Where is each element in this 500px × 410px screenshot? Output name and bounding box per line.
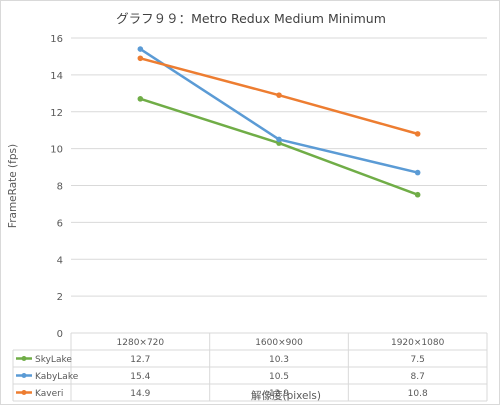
y-tick-label: 16 <box>50 34 63 45</box>
data-point <box>137 96 144 102</box>
y-tick-label: 12 <box>50 108 63 119</box>
table-cell: 8.7 <box>411 372 425 382</box>
table-cell: 10.8 <box>408 389 428 399</box>
y-tick-labels: 0 2 4 6 8 10 12 14 16 <box>50 34 63 340</box>
x-tick-label: 1600×900 <box>255 338 303 348</box>
legend-entry: Kaveri <box>35 389 63 399</box>
data-point <box>276 136 282 143</box>
y-tick-label: 2 <box>57 292 63 303</box>
chart-title: グラフ９９：Metro Redux Medium Minimum <box>116 11 386 26</box>
data-point <box>414 191 421 198</box>
x-tick-label: 1280×720 <box>117 338 165 348</box>
data-point <box>414 169 421 176</box>
data-point <box>137 55 144 62</box>
series-line <box>139 97 419 196</box>
y-tick-label: 0 <box>57 329 63 340</box>
x-axis-label: 解像度(pixels) <box>251 389 321 402</box>
table-cell: 7.5 <box>411 355 425 365</box>
legend-entry: SkyLake <box>35 355 72 365</box>
data-point <box>414 131 421 137</box>
table-cell: 15.4 <box>130 372 150 382</box>
legend-key-marker <box>21 373 27 378</box>
series-lines <box>137 46 421 198</box>
table-cell: 10.5 <box>269 372 289 382</box>
y-tick-label: 6 <box>57 218 63 229</box>
table-cell: 10.3 <box>269 355 289 365</box>
data-point <box>137 46 144 52</box>
y-tick-label: 14 <box>50 71 63 82</box>
data-point <box>276 92 282 98</box>
legend-key-marker <box>21 390 27 395</box>
y-tick-label: 4 <box>57 255 63 266</box>
table-cell: 12.9 <box>269 389 289 399</box>
legend-entry: KabyLake <box>35 372 79 382</box>
legend-key-marker <box>21 356 27 361</box>
y-tick-label: 10 <box>50 145 63 156</box>
x-tick-label: 1920×1080 <box>391 338 445 348</box>
gridlines <box>71 37 487 334</box>
table-cell: 12.7 <box>130 355 150 365</box>
y-axis-label: FrameRate (fps) <box>7 144 19 228</box>
data-table: 1280×720 1600×900 1920×1080 SkyLake 12.7 10.3… <box>12 333 488 402</box>
table-cell: 14.9 <box>130 389 150 399</box>
y-tick-label: 8 <box>57 182 63 193</box>
